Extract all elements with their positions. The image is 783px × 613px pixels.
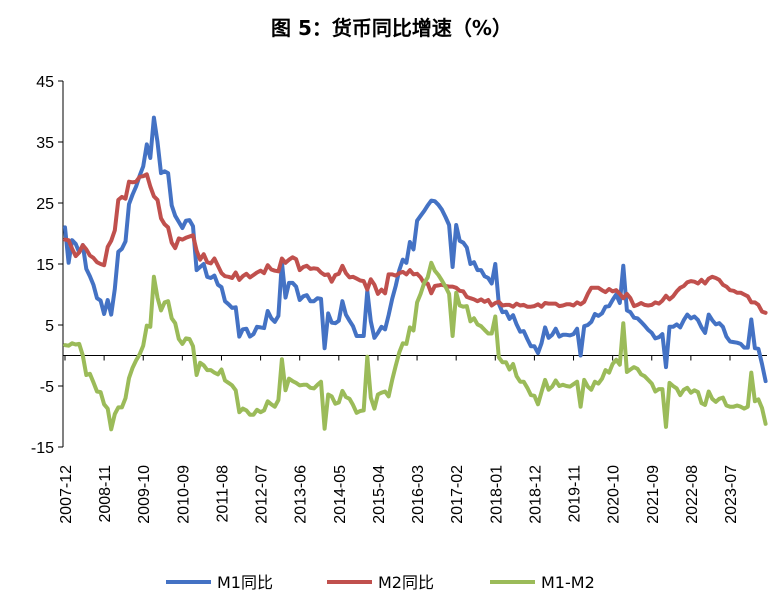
y-tick-label: 35	[36, 135, 54, 152]
x-tick-label: 2018-01	[488, 465, 505, 524]
y-tick-label: 15	[36, 257, 54, 274]
x-tick-label: 2017-02	[449, 465, 466, 524]
x-tick-label: 2015-04	[371, 465, 388, 524]
y-tick-label: 45	[36, 74, 54, 91]
x-tick-label: 2012-07	[254, 465, 271, 524]
legend-label-1: M1同比	[217, 573, 273, 592]
x-tick-label: 2021-09	[645, 465, 662, 524]
x-tick-label: 2007-12	[58, 465, 75, 524]
x-tick-label: 2013-06	[293, 465, 310, 524]
y-tick-label: -15	[31, 440, 54, 457]
x-tick-label: 2023-07	[723, 465, 740, 524]
x-tick-label: 2011-08	[214, 465, 231, 523]
x-tick-label: 2022-08	[684, 465, 701, 524]
x-tick-label: 2014-05	[332, 465, 349, 524]
x-axis: 2007-12 2008-11 2009-10 2010-09 2011-08 2012-…	[58, 355, 767, 524]
series-line-3	[63, 260, 768, 432]
chart-title: 图 5：货币同比增速（%）	[271, 16, 512, 40]
legend-label-2: M2同比	[378, 573, 434, 592]
series-line-1	[63, 115, 768, 384]
series-layer	[63, 115, 768, 432]
legend: M1同比 M2同比 M1-M2	[166, 573, 595, 592]
x-tick-label: 2010-09	[175, 465, 192, 524]
x-tick-label: 2018-12	[527, 465, 544, 524]
x-tick-label: 2020-10	[606, 465, 623, 524]
series-line-2	[63, 172, 768, 315]
y-tick-label: 5	[45, 318, 54, 335]
x-tick-label: 2008-11	[97, 465, 114, 523]
x-tick-label: 2016-03	[410, 465, 427, 524]
y-tick-label: 25	[36, 196, 54, 213]
x-tick-label: 2019-11	[567, 465, 584, 523]
y-tick-label: -5	[40, 379, 54, 396]
y-axis: 45 35 25 15 5 -5 -15	[31, 74, 64, 457]
x-tick-label: 2009-10	[136, 465, 153, 524]
legend-label-3: M1-M2	[541, 573, 595, 592]
